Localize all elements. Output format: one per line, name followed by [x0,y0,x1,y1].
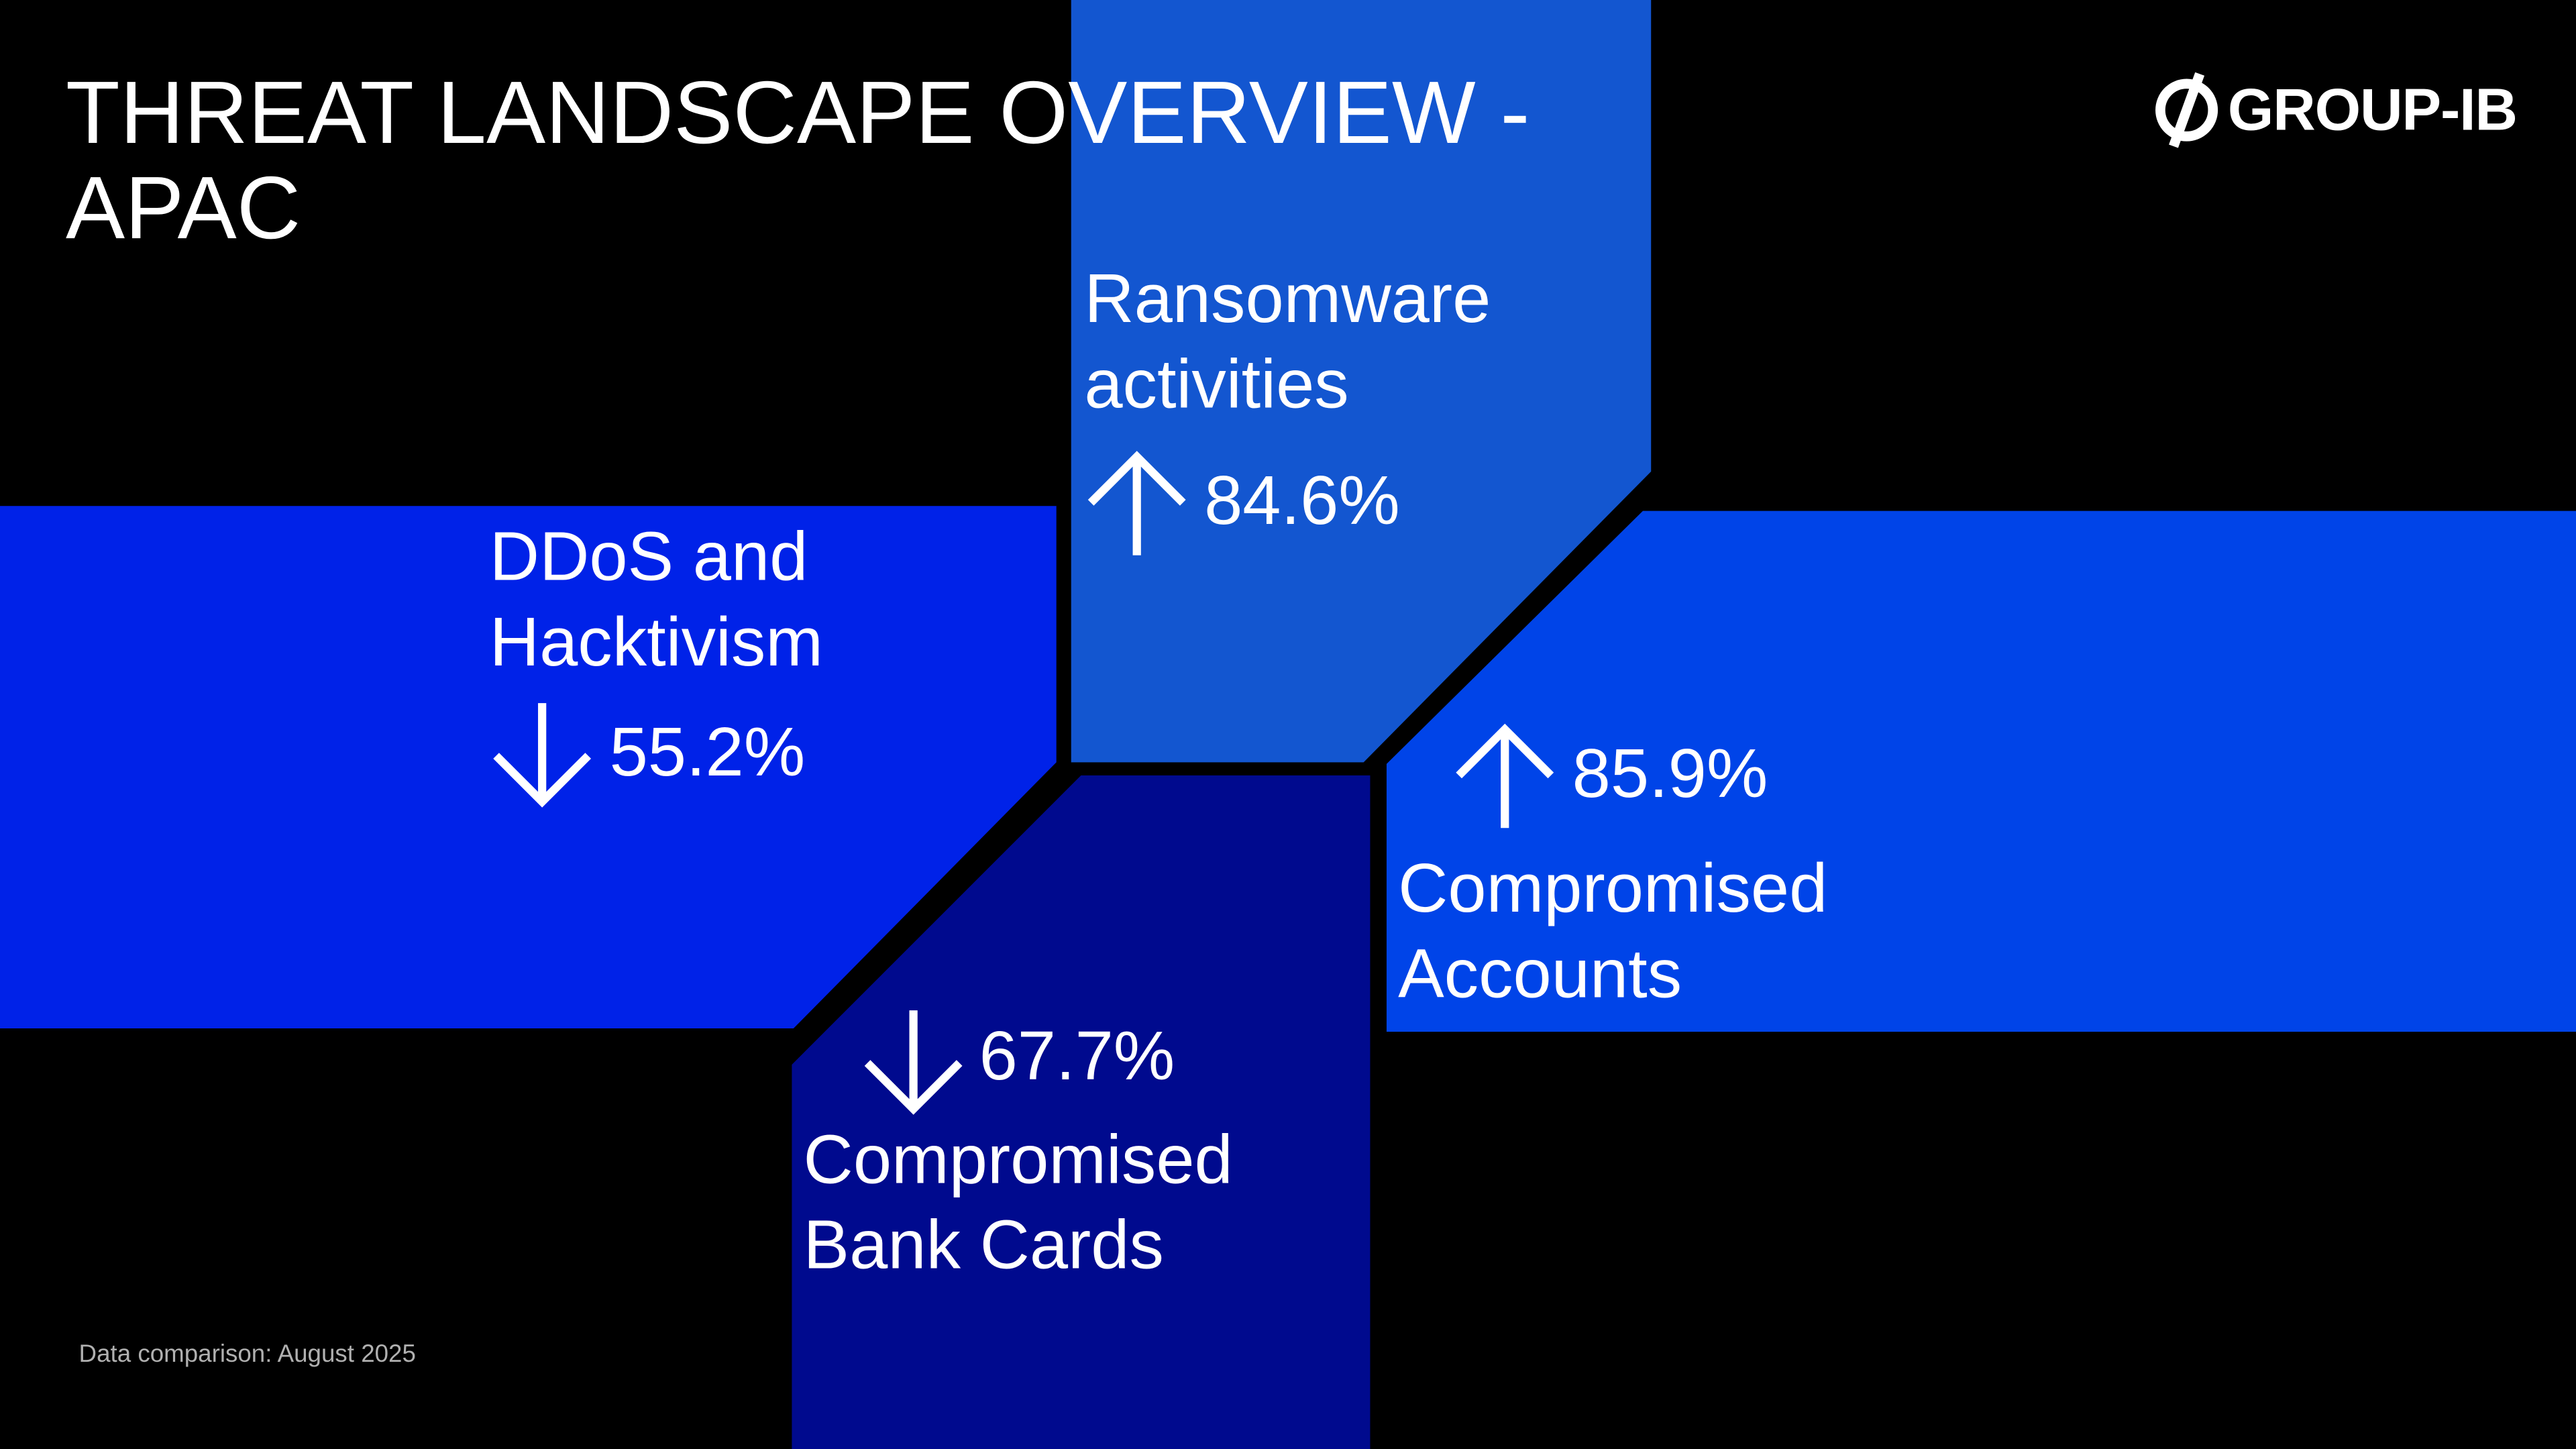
footnote: Data comparison: August 2025 [78,1340,416,1369]
arrow [1456,723,1554,828]
panel-value: 67.7% [979,1016,1175,1095]
panel-label: Ransomware activities [1084,259,1491,423]
panel-value: 85.9% [1572,734,1768,812]
panel-label: DDoS and Hacktivism [489,517,823,680]
panel-label: Compromised Accounts [1398,849,1828,1012]
arrow-path [864,1010,963,1115]
arrow-path [1456,723,1554,828]
accounts-shape [1386,511,2576,1032]
arrow [1087,451,1186,555]
panel-value: 55.2% [609,712,806,790]
panel-label: Compromised Bank Cards [803,1120,1233,1283]
arrow [493,703,592,808]
arrow-path [1087,451,1186,555]
panel-value: 84.6% [1204,462,1400,539]
logo: GROUP-IB [2227,75,2518,144]
logo-icon [2155,72,2218,148]
ddos-shape [0,506,1057,1029]
arrow [864,1010,963,1115]
arrow-path [493,703,592,808]
bank-cards-shape [792,775,1371,1449]
ransomware-shape [1071,0,1652,763]
title: THREAT LANDSCAPE OVERVIEW - APAC [65,64,1530,258]
